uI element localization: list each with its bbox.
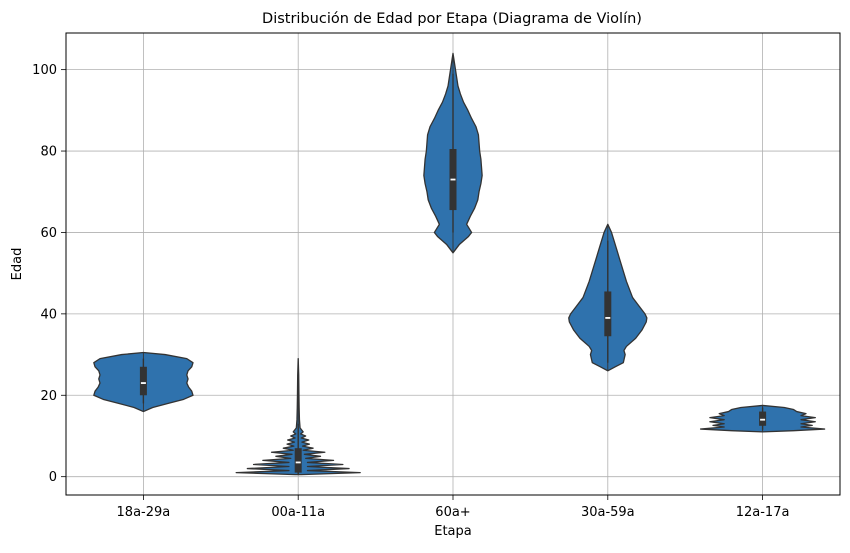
violin-iqr-box [604, 291, 612, 337]
x-tick-label: 00a-11a [271, 505, 325, 520]
x-tick-label: 18a-29a [117, 505, 171, 520]
y-axis-label: Edad [10, 248, 25, 281]
x-tick-label: 30a-59a [581, 505, 635, 520]
plot-frame [65, 32, 841, 496]
y-tick-label: 0 [49, 470, 57, 485]
violins [93, 52, 826, 476]
chart-title: Distribución de Edad por Etapa (Diagrama… [262, 11, 642, 27]
y-tick-label: 40 [40, 307, 57, 322]
violin-iqr-box [759, 411, 767, 426]
violin-iqr-box [294, 448, 302, 473]
y-tick-label: 60 [40, 226, 57, 241]
violin-iqr-box [139, 366, 147, 396]
axes: 0 20 40 60 80 100 18a-29a 00a-11a 60a+ 30a-59a 12a… [32, 63, 789, 520]
y-tick-label: 80 [40, 145, 57, 160]
y-tick-label: 100 [32, 63, 57, 78]
x-axis-label: Etapa [434, 524, 472, 539]
x-tick-label: 60a+ [435, 505, 470, 520]
y-tick-label: 20 [40, 389, 57, 404]
x-tick-label: 12a-17a [736, 505, 790, 520]
